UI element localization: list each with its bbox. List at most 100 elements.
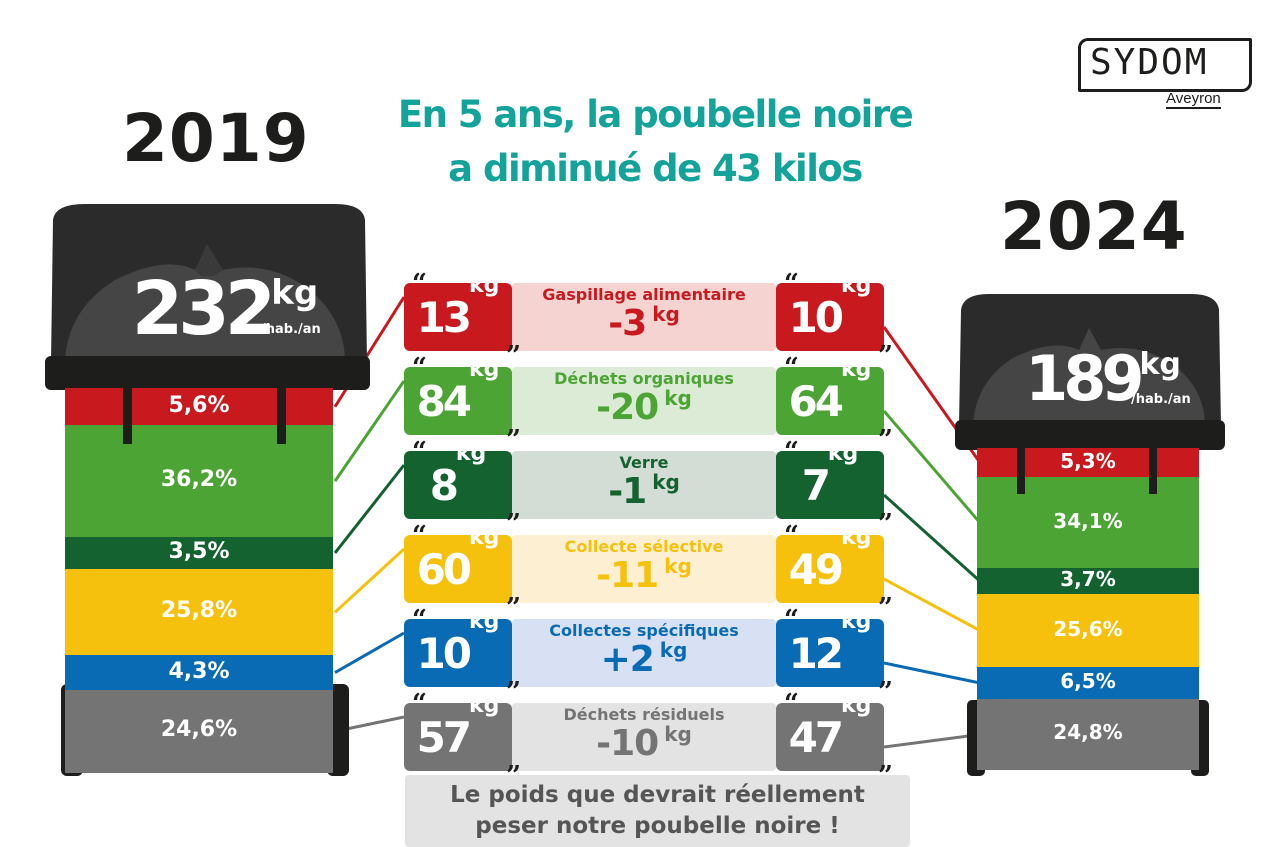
year-2019-title: 2019 bbox=[122, 100, 310, 177]
category-kg-value: 57 bbox=[416, 713, 472, 762]
bin-2019-segment-1: 36,2% bbox=[65, 425, 333, 537]
connector-2024-line bbox=[882, 493, 982, 583]
category-kg-2024: 7kg bbox=[776, 441, 884, 519]
quote-close-icon: ” bbox=[878, 593, 893, 623]
category-kg-2024: 49kg bbox=[776, 525, 884, 603]
quote-open-icon: “ bbox=[784, 689, 799, 719]
bin-2024-segment-1: 34,1% bbox=[977, 477, 1199, 569]
quote-open-icon: “ bbox=[412, 689, 427, 719]
category-kg-value: 64 bbox=[788, 377, 844, 426]
year-2024-title: 2024 bbox=[1000, 188, 1188, 265]
category-kg-value: 10 bbox=[416, 629, 472, 678]
category-kg-2019: 8kg bbox=[404, 441, 512, 519]
category-kg-unit: kg bbox=[841, 273, 872, 298]
bin-2019-segment-0: 5,6% bbox=[65, 388, 333, 426]
quote-close-icon: ” bbox=[506, 509, 521, 539]
category-kg-unit: kg bbox=[469, 525, 500, 550]
category-kg-2024: 64kg bbox=[776, 357, 884, 435]
sydom-logo: SYDOM Aveyron bbox=[1078, 38, 1252, 110]
bin-2019-total: 232kg /hab./an bbox=[105, 266, 345, 352]
category-difference: -1 kg bbox=[512, 470, 776, 512]
bin-2019-segment-label: 5,6% bbox=[168, 392, 230, 418]
connector-2024-line bbox=[883, 661, 981, 685]
bin-2024: 5,3% 34,1% 3,7% 25,6% 6,5% 24,8% 189kg /hab./… bbox=[955, 290, 1225, 780]
headline-line-1: En 5 ans, la poubelle noire bbox=[397, 93, 914, 136]
bin-2024-segment-4: 6,5% bbox=[977, 667, 1199, 699]
category-kg-unit: kg bbox=[841, 693, 872, 718]
bin-2024-segment-label: 3,7% bbox=[1060, 567, 1116, 592]
bin-2019-segment-label: 4,3% bbox=[168, 658, 230, 684]
category-kg-value: 13 bbox=[416, 293, 472, 342]
category-name: Collectes spécifiques bbox=[549, 621, 739, 640]
bin-2024-graphic bbox=[955, 294, 1225, 776]
bin-2019: 5,6% 36,2% 3,5% 25,8% 4,3% 24,6% 232kg /hab./… bbox=[45, 200, 370, 780]
footer-note: Le poids que devrait réellement peser no… bbox=[405, 780, 910, 842]
category-difference-value: -11 bbox=[596, 555, 659, 596]
category-row: Collecte sélective -11 kg bbox=[512, 535, 776, 603]
bin-2024-handle-left bbox=[1017, 448, 1025, 494]
quote-close-icon: ” bbox=[878, 425, 893, 455]
headline: En 5 ans, la poubelle noire a diminué de… bbox=[360, 88, 950, 196]
quote-open-icon: “ bbox=[784, 605, 799, 635]
category-difference-unit: kg bbox=[664, 722, 692, 746]
bin-2024-segment-label: 6,5% bbox=[1060, 668, 1116, 693]
category-kg-unit: kg bbox=[841, 525, 872, 550]
connector-2019-line bbox=[334, 631, 405, 674]
category-kg-unit: kg bbox=[841, 357, 872, 382]
category-kg-unit: kg bbox=[469, 693, 500, 718]
category-kg-2019: 60kg bbox=[404, 525, 512, 603]
quote-close-icon: ” bbox=[878, 341, 893, 371]
category-name: Verre bbox=[619, 453, 669, 472]
category-row: Déchets résiduels -10 kg bbox=[512, 703, 776, 771]
quote-open-icon: “ bbox=[412, 269, 427, 299]
category-name: Collecte sélective bbox=[564, 537, 724, 556]
bin-2024-segment-0: 5,3% bbox=[977, 448, 1199, 478]
category-difference-unit: kg bbox=[664, 386, 692, 410]
category-difference: -3 kg bbox=[512, 302, 776, 344]
quote-open-icon: “ bbox=[412, 605, 427, 635]
category-difference-value: -1 bbox=[608, 471, 647, 512]
quote-open-icon: “ bbox=[784, 437, 799, 467]
connector-2024-line bbox=[883, 732, 981, 749]
quote-close-icon: ” bbox=[878, 509, 893, 539]
bin-2024-segment-label: 24,8% bbox=[1053, 720, 1123, 745]
bin-2019-segment-5: 24,6% bbox=[65, 689, 333, 773]
bin-2024-segment-3: 25,6% bbox=[977, 594, 1199, 667]
connector-2024-line bbox=[883, 577, 981, 632]
bin-2024-segment-label: 5,3% bbox=[1060, 448, 1116, 473]
category-difference-unit: kg bbox=[664, 554, 692, 578]
category-kg-unit: kg bbox=[469, 273, 500, 298]
category-kg-2024: 47kg bbox=[776, 693, 884, 771]
quote-open-icon: “ bbox=[412, 437, 427, 467]
bin-2019-segment-label: 25,8% bbox=[160, 598, 238, 624]
bin-2019-segment-label: 36,2% bbox=[160, 467, 238, 493]
category-difference-unit: kg bbox=[652, 470, 680, 494]
category-difference: -11 kg bbox=[512, 554, 776, 596]
category-name: Déchets résiduels bbox=[563, 705, 725, 724]
bin-2024-segment-2: 3,7% bbox=[977, 567, 1199, 595]
category-kg-unit: kg bbox=[469, 357, 500, 382]
category-kg-unit: kg bbox=[827, 441, 859, 466]
bin-2024-segment-5: 24,8% bbox=[977, 698, 1199, 770]
category-kg-value: 84 bbox=[416, 377, 472, 426]
category-kg-value: 60 bbox=[416, 545, 472, 594]
footer-note-bg bbox=[405, 775, 910, 847]
category-name: Déchets organiques bbox=[554, 369, 734, 388]
logo-frame bbox=[1078, 38, 1252, 92]
category-row: Déchets organiques -20 kg bbox=[512, 367, 776, 435]
category-kg-2019: 84kg bbox=[404, 357, 512, 435]
bin-2019-handle-right bbox=[277, 388, 286, 444]
bin-2019-segment-label: 24,6% bbox=[160, 717, 238, 743]
category-difference: -10 kg bbox=[512, 722, 776, 764]
quote-close-icon: ” bbox=[506, 341, 521, 371]
category-kg-value: 10 bbox=[788, 293, 844, 342]
bin-2019-segment-label: 3,5% bbox=[168, 538, 230, 564]
category-row: Verre -1 kg bbox=[512, 451, 776, 519]
bin-2019-segment-4: 4,3% bbox=[65, 655, 333, 690]
quote-close-icon: ” bbox=[506, 593, 521, 623]
bin-2024-total-per: /hab./an bbox=[1131, 392, 1191, 407]
category-difference-value: -10 bbox=[596, 723, 659, 764]
bin-2019-segment-2: 3,5% bbox=[65, 536, 333, 570]
category-kg-2024: 10kg bbox=[776, 273, 884, 351]
